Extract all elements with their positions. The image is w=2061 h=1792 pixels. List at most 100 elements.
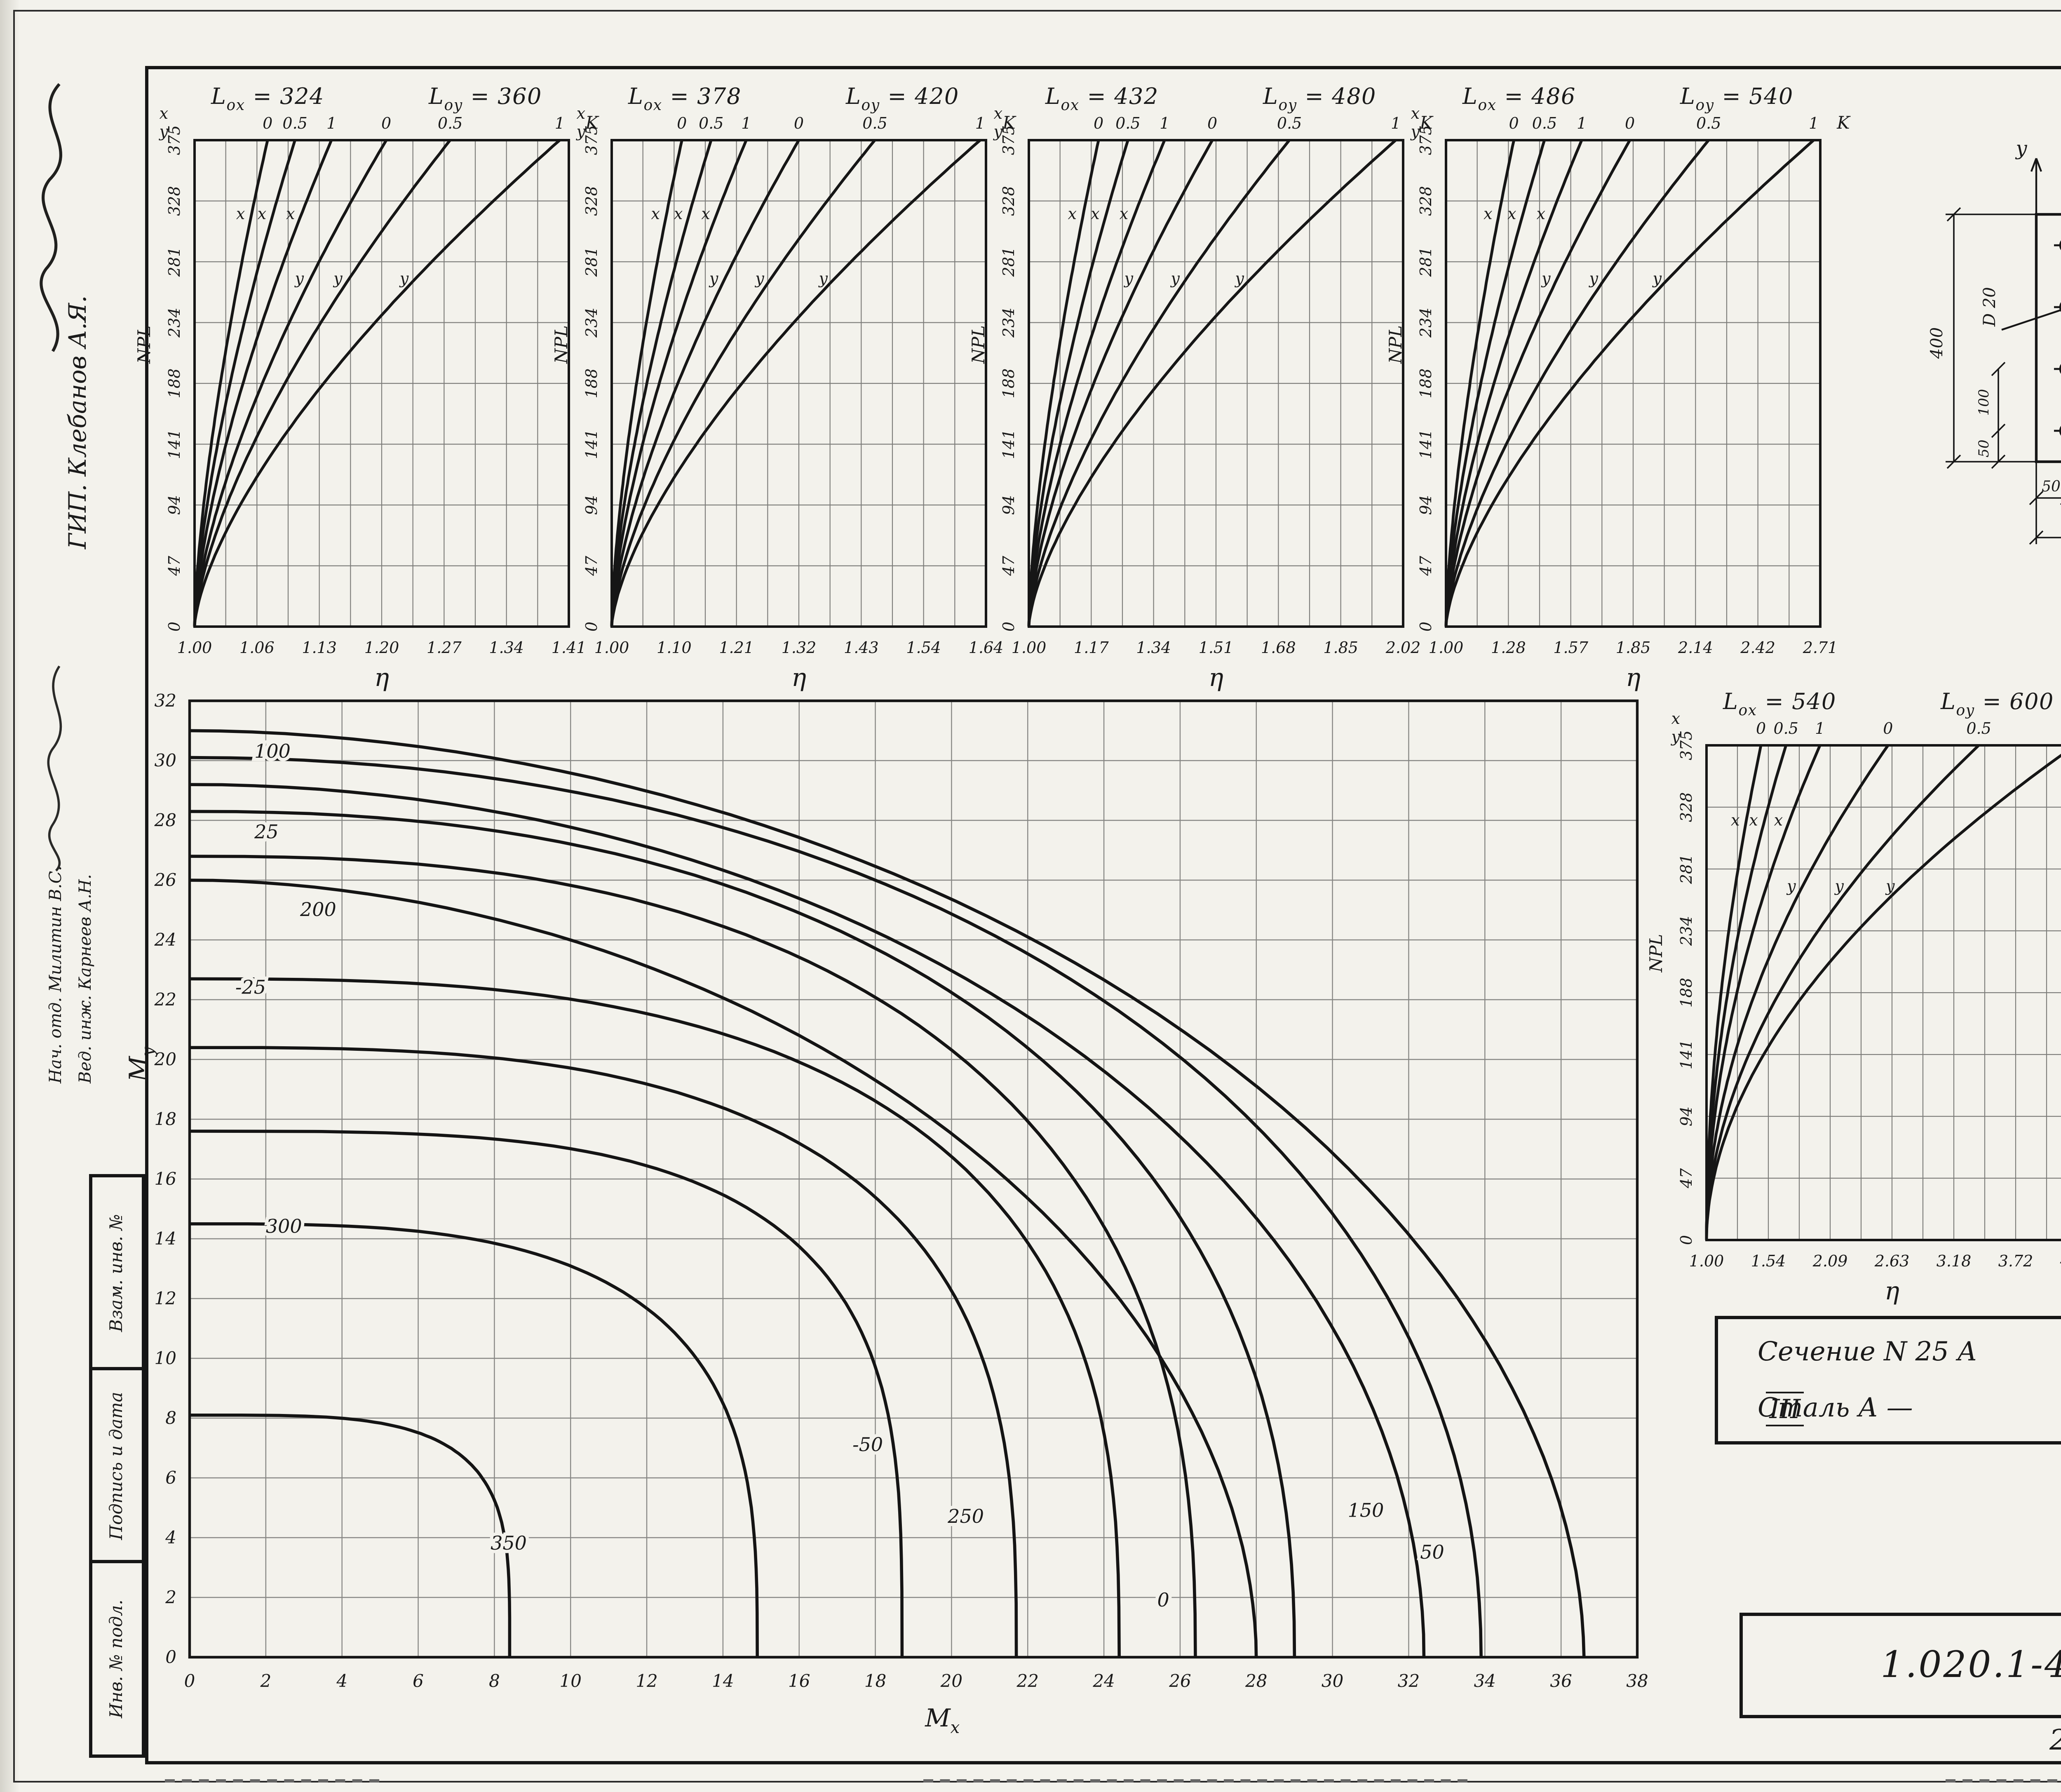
svg-text:y: y [1671, 728, 1681, 746]
svg-text:12: 12 [155, 1288, 176, 1308]
svg-text:12: 12 [636, 1671, 657, 1691]
svg-text:0.5: 0.5 [862, 114, 887, 132]
svg-text:0: 0 [1883, 719, 1893, 737]
svg-text:24: 24 [1092, 1671, 1115, 1691]
svg-text:0: 0 [677, 114, 687, 132]
svg-text:x: x [1731, 811, 1739, 829]
svg-text:18: 18 [155, 1109, 176, 1129]
svg-text:x: x [258, 204, 266, 223]
svg-text:2: 2 [260, 1671, 271, 1691]
stamp-cell-vzam: Взам. инв. № [92, 1177, 142, 1370]
svg-text:My: My [124, 1046, 157, 1082]
mx-my-svg: 0 2 4 6 8 10 12 14 16 18 20 22 24 26 28 30 32 34 36 3802468… [124, 690, 1648, 1737]
svg-text:2.02: 2.02 [1385, 639, 1421, 657]
svg-text:η: η [1209, 663, 1223, 692]
svg-text:y: y [576, 122, 586, 141]
svg-text:94: 94 [1000, 495, 1018, 515]
svg-text:1.20: 1.20 [364, 639, 399, 657]
svg-text:47: 47 [582, 556, 601, 576]
svg-text:y: y [993, 122, 1003, 141]
svg-text:300: 300 [266, 1215, 302, 1238]
svg-text:10: 10 [559, 1671, 581, 1691]
svg-text:η: η [791, 663, 806, 692]
eta-npl-chart-2: 1.00 1.10 1.21 1.32 1.43 1.54 1.64 0 47 94 141 188 2… [539, 84, 1029, 709]
eta-npl-chart-4: 1.00 1.28 1.57 1.85 2.14 2.42 2.71 0 47 94 141 188 2… [1373, 84, 1863, 709]
curves [193, 139, 561, 627]
eta-npl-svg-c5: 1.00 1.54 2.09 2.63 3.18 3.72 4.27 0 47 94 141 188 2… [1646, 709, 2061, 1306]
eta-npl-svg-c1: 1.00 1.06 1.13 1.20 1.27 1.34 1.41 0 47 94 141 188 2… [134, 104, 599, 692]
svg-text:38: 38 [1626, 1671, 1648, 1691]
grid [1028, 139, 1404, 627]
svg-text:30: 30 [1322, 1671, 1343, 1691]
svg-text:0: 0 [1677, 1235, 1695, 1245]
svg-text:y: y [333, 270, 343, 288]
grid [1706, 745, 2061, 1241]
svg-text:1.10: 1.10 [657, 639, 692, 657]
svg-text:234: 234 [1677, 916, 1695, 946]
svg-text:328: 328 [582, 186, 601, 216]
svg-text:375: 375 [1000, 125, 1018, 155]
fold-mark-3 [1946, 1779, 2061, 1783]
svg-text:0: 0 [263, 114, 272, 132]
svg-text:0.5: 0.5 [1696, 114, 1721, 132]
svg-text:24: 24 [154, 930, 176, 950]
svg-text:y: y [1541, 270, 1551, 288]
svg-text:47: 47 [165, 556, 183, 576]
svg-text:1.54: 1.54 [1751, 1252, 1786, 1270]
svg-text:y: y [399, 270, 409, 288]
svg-text:0.5: 0.5 [1966, 719, 1991, 737]
svg-text:1.64: 1.64 [969, 639, 1004, 657]
svg-text:2.14: 2.14 [1678, 639, 1713, 657]
svg-text:1.85: 1.85 [1323, 639, 1358, 657]
svg-text:234: 234 [165, 308, 183, 338]
svg-text:K: K [585, 113, 599, 133]
svg-text:1: 1 [741, 114, 751, 132]
section-label: Сечение N 25 А [1758, 1336, 1977, 1367]
svg-text:20: 20 [154, 1049, 176, 1069]
svg-text:141: 141 [165, 429, 183, 459]
svg-text:0: 0 [184, 1671, 195, 1691]
svg-text:1.13: 1.13 [302, 639, 337, 657]
svg-text:1: 1 [555, 114, 565, 132]
svg-text:1.57: 1.57 [1553, 639, 1588, 657]
margin-line-2: Вед. инж. Карнеев А.Н. [77, 874, 96, 1083]
svg-text:1.41: 1.41 [552, 639, 587, 657]
svg-text:x: x [1411, 104, 1420, 122]
svg-text:y: y [1834, 877, 1844, 895]
svg-text:200: 200 [300, 898, 336, 921]
svg-text:188: 188 [165, 369, 183, 399]
svg-text:141: 141 [1417, 429, 1435, 459]
svg-text:0.5: 0.5 [1277, 114, 1302, 132]
svg-text:1.28: 1.28 [1491, 639, 1526, 657]
chart-title-lox-c1: Lox = 324 [211, 84, 324, 115]
info-box: Сечение N 25 А Бетон М300 Сталь А — III … [1715, 1316, 2061, 1444]
eta-npl-chart-1: 1.00 1.06 1.13 1.20 1.27 1.34 1.41 0 47 94 141 188 2… [122, 84, 612, 709]
svg-text:-25: -25 [235, 976, 266, 998]
svg-text:y: y [1170, 270, 1180, 288]
svg-text:4: 4 [165, 1527, 176, 1548]
svg-text:-50: -50 [852, 1433, 883, 1456]
svg-text:x: x [994, 104, 1002, 122]
svg-text:y: y [1234, 270, 1244, 288]
stamp-cell-podpis: Подпись и дата [92, 1370, 142, 1563]
svg-text:0: 0 [1000, 622, 1018, 632]
svg-text:η: η [374, 663, 389, 692]
svg-text:14: 14 [155, 1228, 176, 1249]
svg-text:0: 0 [1417, 622, 1435, 632]
curves [189, 729, 1586, 1658]
svg-text:1: 1 [1809, 114, 1819, 132]
chart-title-lox-c3: Lox = 432 [1045, 84, 1159, 115]
svg-text:94: 94 [1417, 495, 1435, 515]
svg-text:2.71: 2.71 [1803, 639, 1838, 657]
svg-text:1.34: 1.34 [489, 639, 524, 657]
svg-text:x: x [1749, 811, 1758, 829]
svg-text:47: 47 [1417, 556, 1435, 576]
svg-text:x: x [651, 204, 660, 223]
svg-text:0.5: 0.5 [1115, 114, 1140, 132]
svg-text:y: y [1410, 122, 1420, 141]
svg-text:0.5: 0.5 [1532, 114, 1557, 132]
svg-text:34: 34 [1474, 1671, 1496, 1691]
dimension-lines [1946, 207, 2061, 545]
svg-text:50: 50 [1976, 439, 1992, 457]
svg-text:188: 188 [1417, 369, 1435, 399]
